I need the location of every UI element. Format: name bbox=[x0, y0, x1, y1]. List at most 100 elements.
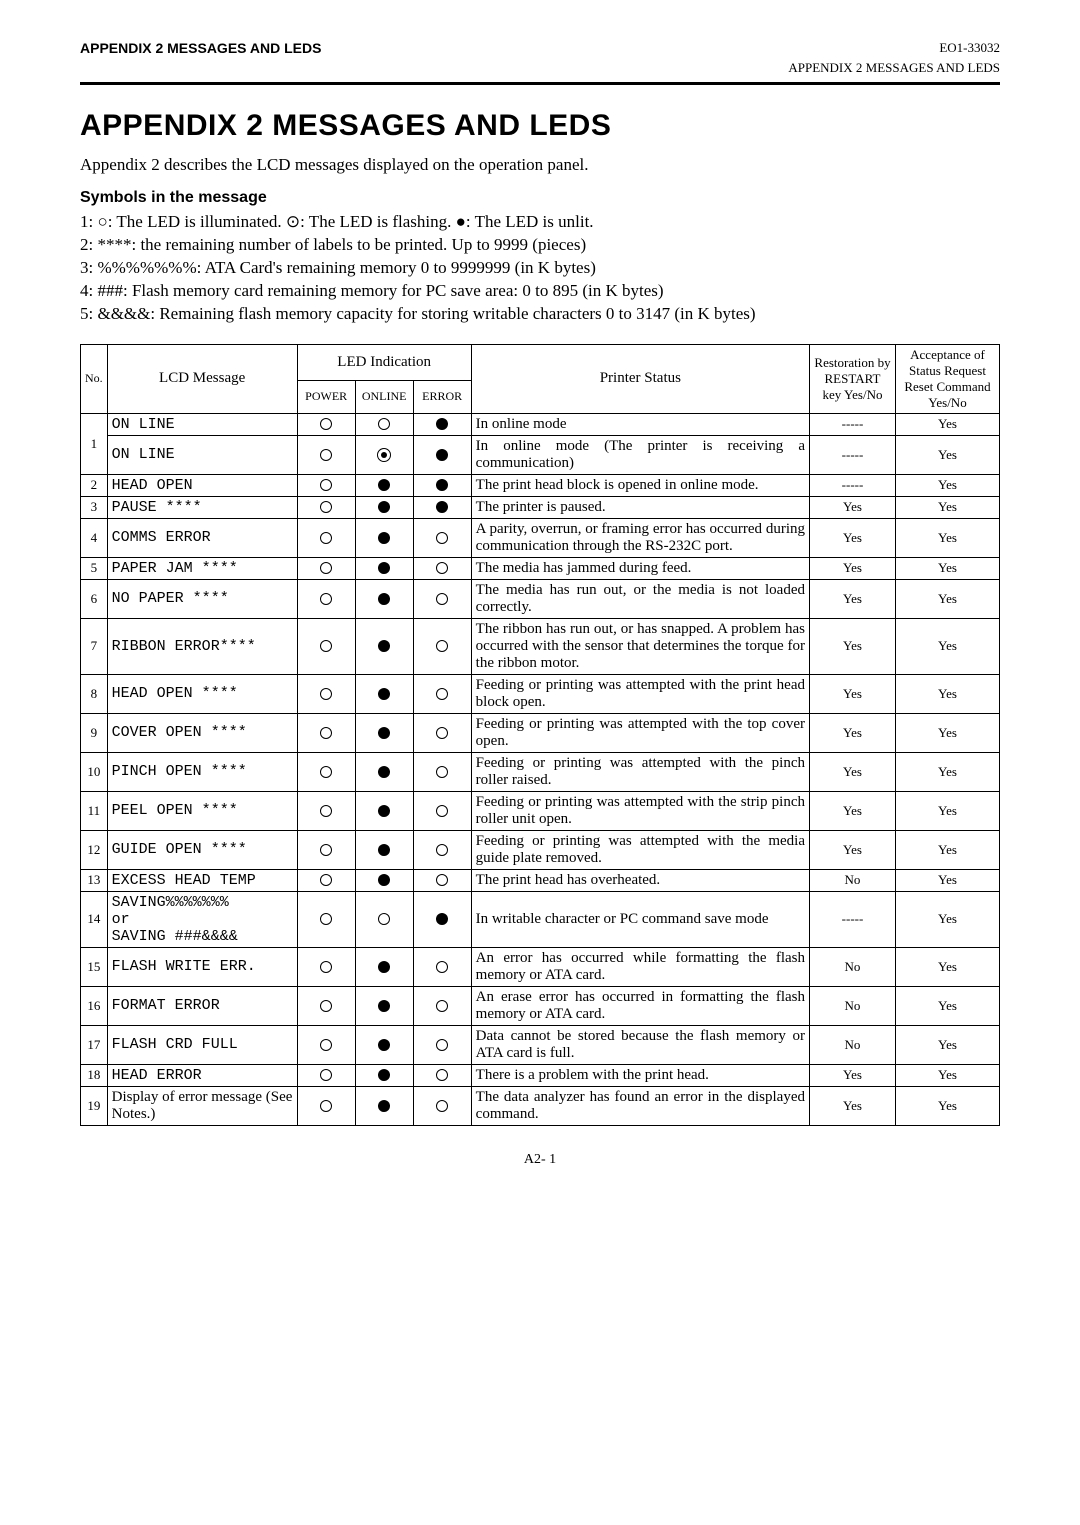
cell-accept: Yes bbox=[896, 1025, 1000, 1064]
open-icon bbox=[436, 844, 448, 856]
open-icon bbox=[378, 913, 390, 925]
open-icon bbox=[320, 874, 332, 886]
table-row: 9COVER OPEN ****Feeding or printing was … bbox=[81, 713, 1000, 752]
cell-led bbox=[297, 1025, 355, 1064]
cell-led bbox=[297, 557, 355, 579]
cell-status: The printer is paused. bbox=[471, 496, 809, 518]
cell-no: 9 bbox=[81, 713, 108, 752]
cell-led bbox=[355, 1086, 413, 1125]
open-icon bbox=[320, 805, 332, 817]
cell-led bbox=[297, 791, 355, 830]
cell-led bbox=[413, 496, 471, 518]
cell-led bbox=[355, 947, 413, 986]
cell-led bbox=[413, 830, 471, 869]
open-icon bbox=[320, 562, 332, 574]
open-icon bbox=[320, 501, 332, 513]
solid-icon bbox=[378, 805, 390, 817]
cell-restore: Yes bbox=[810, 496, 896, 518]
cell-msg: PINCH OPEN **** bbox=[107, 752, 297, 791]
table-row: 14SAVING%%%%%%%orSAVING ###&&&&In writab… bbox=[81, 891, 1000, 947]
cell-status: Feeding or printing was attempted with t… bbox=[471, 791, 809, 830]
cell-led bbox=[355, 474, 413, 496]
cell-restore: Yes bbox=[810, 1064, 896, 1086]
solid-icon bbox=[378, 1000, 390, 1012]
cell-led bbox=[355, 869, 413, 891]
open-icon bbox=[320, 532, 332, 544]
cell-accept: Yes bbox=[896, 435, 1000, 474]
table-row: 7RIBBON ERROR****The ribbon has run out,… bbox=[81, 618, 1000, 674]
cell-led bbox=[297, 674, 355, 713]
solid-icon bbox=[378, 727, 390, 739]
cell-led bbox=[297, 869, 355, 891]
open-icon bbox=[436, 593, 448, 605]
cell-msg: COVER OPEN **** bbox=[107, 713, 297, 752]
table-row: 11PEEL OPEN ****Feeding or printing was … bbox=[81, 791, 1000, 830]
cell-led bbox=[355, 435, 413, 474]
messages-table: No. LCD Message LED Indication Printer S… bbox=[80, 344, 1000, 1126]
open-icon bbox=[436, 1100, 448, 1112]
open-icon bbox=[320, 1069, 332, 1081]
cell-led bbox=[413, 474, 471, 496]
cell-accept: Yes bbox=[896, 830, 1000, 869]
cell-led bbox=[413, 518, 471, 557]
th-accept: Acceptance of Status Request Reset Comma… bbox=[896, 344, 1000, 413]
cell-led bbox=[413, 891, 471, 947]
cell-accept: Yes bbox=[896, 496, 1000, 518]
th-online: ONLINE bbox=[355, 380, 413, 413]
table-row: 16FORMAT ERRORAn erase error has occurre… bbox=[81, 986, 1000, 1025]
solid-icon bbox=[378, 593, 390, 605]
cell-msg: NO PAPER **** bbox=[107, 579, 297, 618]
cell-msg: ON LINE bbox=[107, 435, 297, 474]
symbols-list: 1: ○: The LED is illuminated. ⊙: The LED… bbox=[80, 211, 1000, 326]
cell-led bbox=[297, 752, 355, 791]
cell-status: The ribbon has run out, or has snapped. … bbox=[471, 618, 809, 674]
cell-no: 8 bbox=[81, 674, 108, 713]
cell-accept: Yes bbox=[896, 674, 1000, 713]
cell-led bbox=[297, 947, 355, 986]
cell-led bbox=[297, 1064, 355, 1086]
cell-accept: Yes bbox=[896, 869, 1000, 891]
table-row: 10PINCH OPEN ****Feeding or printing was… bbox=[81, 752, 1000, 791]
cell-restore: Yes bbox=[810, 618, 896, 674]
cell-led bbox=[355, 496, 413, 518]
cell-accept: Yes bbox=[896, 1086, 1000, 1125]
cell-no: 6 bbox=[81, 579, 108, 618]
open-icon bbox=[320, 913, 332, 925]
page-title: APPENDIX 2 MESSAGES AND LEDS bbox=[80, 109, 1000, 143]
solid-icon bbox=[436, 913, 448, 925]
th-restore: Restoration by RESTART key Yes/No bbox=[810, 344, 896, 413]
solid-icon bbox=[378, 844, 390, 856]
cell-restore: ----- bbox=[810, 474, 896, 496]
open-icon bbox=[436, 640, 448, 652]
cell-led bbox=[413, 674, 471, 713]
cell-led bbox=[355, 891, 413, 947]
cell-accept: Yes bbox=[896, 947, 1000, 986]
solid-icon bbox=[378, 874, 390, 886]
symbols-line: 4: ###: Flash memory card remaining memo… bbox=[80, 280, 1000, 303]
open-icon bbox=[436, 532, 448, 544]
cell-led bbox=[355, 1025, 413, 1064]
open-icon bbox=[320, 961, 332, 973]
open-icon bbox=[436, 961, 448, 973]
cell-no: 3 bbox=[81, 496, 108, 518]
cell-led bbox=[413, 435, 471, 474]
solid-icon bbox=[378, 1100, 390, 1112]
cell-accept: Yes bbox=[896, 474, 1000, 496]
open-icon bbox=[320, 479, 332, 491]
cell-led bbox=[297, 474, 355, 496]
cell-status: In online mode (The printer is receiving… bbox=[471, 435, 809, 474]
th-led: LED Indication bbox=[297, 344, 471, 380]
cell-led bbox=[297, 986, 355, 1025]
cell-msg: HEAD OPEN **** bbox=[107, 674, 297, 713]
cell-status: Feeding or printing was attempted with t… bbox=[471, 752, 809, 791]
open-icon bbox=[320, 766, 332, 778]
table-row: 13EXCESS HEAD TEMPThe print head has ove… bbox=[81, 869, 1000, 891]
solid-icon bbox=[378, 1039, 390, 1051]
cell-led bbox=[355, 413, 413, 435]
cell-status: The data analyzer has found an error in … bbox=[471, 1086, 809, 1125]
cell-led bbox=[297, 713, 355, 752]
header-sub: APPENDIX 2 MESSAGES AND LEDS bbox=[80, 60, 1000, 76]
cell-led bbox=[355, 618, 413, 674]
cell-msg: RIBBON ERROR**** bbox=[107, 618, 297, 674]
cell-no: 15 bbox=[81, 947, 108, 986]
